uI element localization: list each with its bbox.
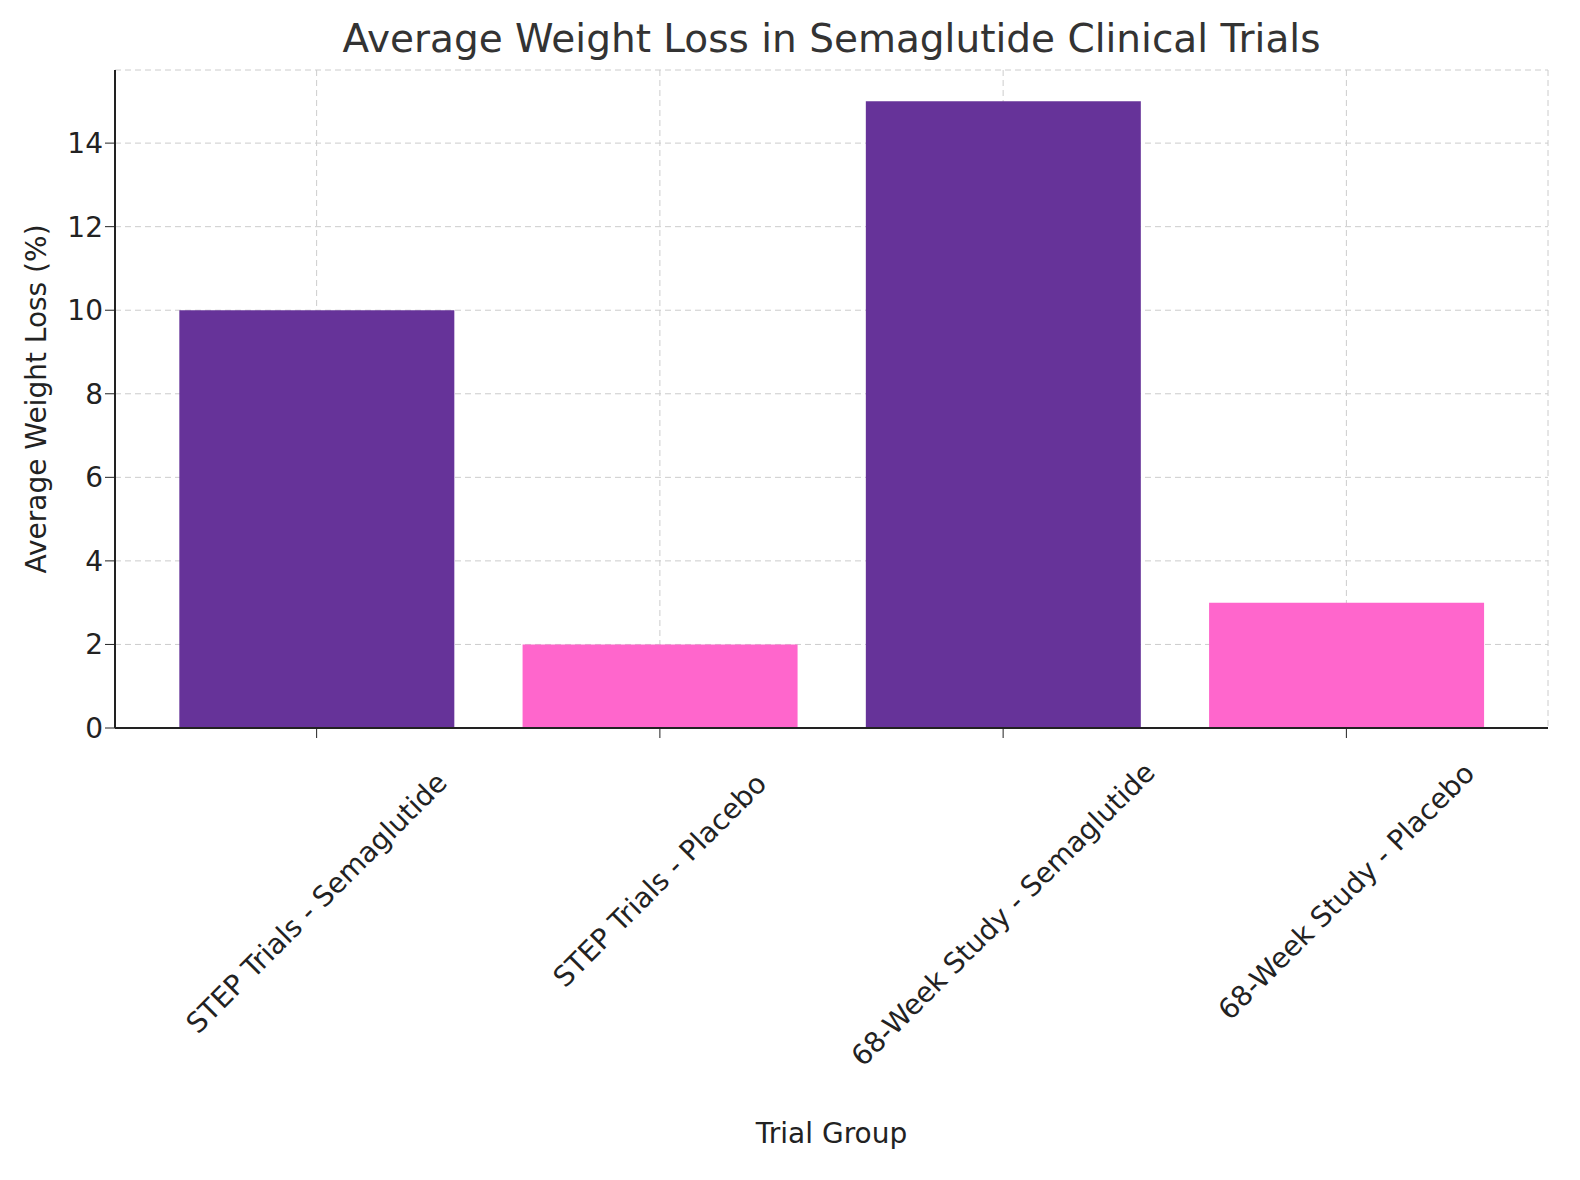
svg-text:0: 0: [85, 712, 103, 745]
html-text:Average Weight Loss in Semaglu: Average Weight Loss in Semaglutide Clini…: [342, 16, 1321, 61]
svg-text:6: 6: [85, 461, 103, 494]
svg-text:68-Week Study - Semaglutide: 68-Week Study - Semaglutide: [845, 756, 1162, 1073]
svg-text:STEP Trials - Placebo: STEP Trials - Placebo: [547, 767, 774, 994]
svg-text:Average Weight Loss (%): Average Weight Loss (%): [20, 224, 53, 573]
svg-text:10: 10: [67, 294, 103, 327]
svg-text:Trial Group: Trial Group: [755, 1117, 907, 1150]
svg-text:68-Week Study - Placebo: 68-Week Study - Placebo: [1212, 757, 1482, 1027]
svg-text:STEP Trials - Semaglutide: STEP Trials - Semaglutide: [180, 766, 454, 1040]
svg-text:2: 2: [85, 628, 103, 661]
svg-text:8: 8: [85, 378, 103, 411]
svg-text:4: 4: [85, 545, 103, 578]
svg-text:12: 12: [67, 211, 103, 244]
svg-text:14: 14: [67, 127, 103, 160]
